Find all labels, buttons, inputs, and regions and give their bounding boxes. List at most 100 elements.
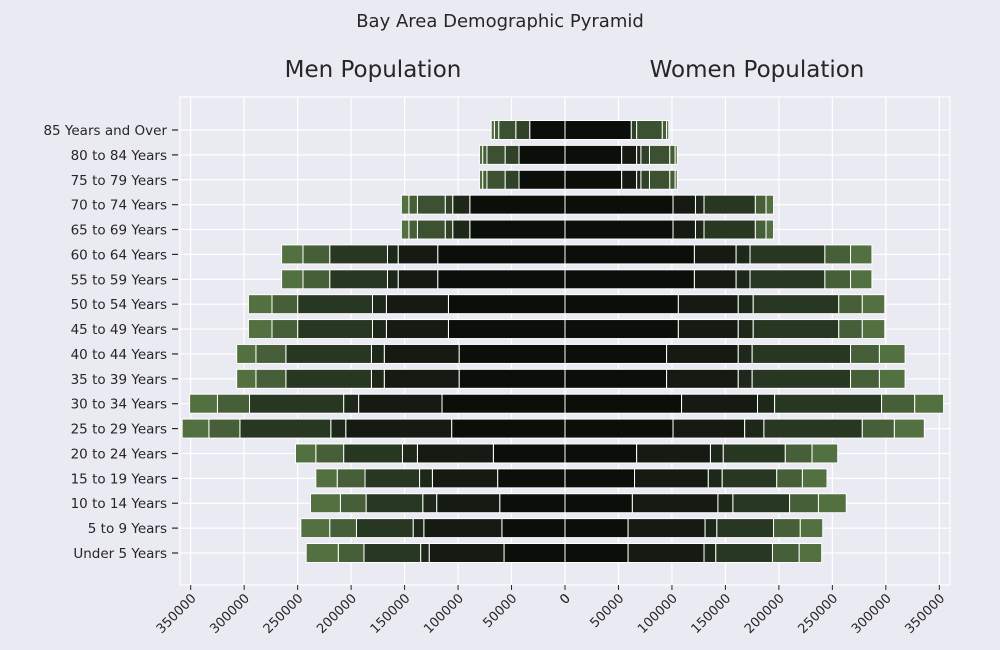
women-bar-segment — [838, 319, 863, 340]
men-bar-segment — [482, 144, 488, 165]
women-population-label: Women Population — [650, 57, 865, 83]
men-bar-segment — [355, 518, 414, 539]
men-bar-segment — [297, 294, 373, 315]
men-bar-segment — [255, 368, 287, 389]
y-tick-label: 75 to 79 Years — [71, 173, 167, 189]
women-bar-segment — [634, 468, 709, 489]
men-bar-segment — [416, 443, 494, 464]
women-bar-segment — [564, 343, 668, 364]
men-bar-segment — [330, 418, 347, 439]
men-bar-segment — [486, 144, 506, 165]
men-bar-segment — [420, 543, 430, 563]
men-bar-segment — [451, 418, 566, 439]
men-bar-segment — [397, 244, 439, 265]
x-tick-label: 200000 — [742, 591, 788, 637]
women-bar-segment — [564, 144, 623, 165]
y-tick-label: 55 to 59 Years — [71, 272, 167, 288]
men-bar-segment — [309, 493, 341, 514]
women-bar-segment — [749, 269, 826, 290]
women-bar-segment — [878, 368, 906, 389]
women-bar-segment — [631, 493, 719, 514]
women-bar-segment — [648, 144, 671, 165]
women-bar-segment — [564, 518, 629, 539]
men-bar-segment — [478, 169, 484, 190]
women-bar-segment — [754, 219, 767, 240]
y-tick-label: 80 to 84 Years — [71, 148, 167, 164]
women-bar-segment — [754, 194, 767, 215]
men-bar-segment — [408, 219, 418, 240]
women-bar-segment — [838, 294, 863, 315]
women-bar-segment — [640, 144, 650, 165]
women-bar-segment — [861, 418, 895, 439]
x-tick-label: 300000 — [849, 591, 895, 637]
women-bar-segment — [703, 194, 756, 215]
men-bar-segment — [458, 343, 566, 364]
men-bar-segment — [447, 294, 566, 315]
men-bar-segment — [285, 368, 372, 389]
men-bar-segment — [503, 543, 566, 563]
y-tick-label: 85 Years and Over — [43, 123, 167, 139]
women-bar-segment — [765, 219, 775, 240]
women-bar-segment — [752, 319, 840, 340]
women-bar-segment — [703, 219, 756, 240]
y-tick-label: 5 to 9 Years — [88, 521, 167, 537]
men-bar-segment — [482, 169, 488, 190]
men-bar-segment — [518, 144, 566, 165]
bars — [181, 120, 945, 563]
women-bar-segment — [564, 244, 695, 265]
men-bar-segment — [408, 194, 418, 215]
women-bar-segment — [774, 393, 883, 414]
men-bar-segment — [515, 120, 531, 140]
women-bar-segment — [669, 169, 676, 190]
y-tick-label: 35 to 39 Years — [71, 372, 167, 388]
women-bar-segment — [564, 493, 633, 514]
men-bar-segment — [504, 169, 520, 190]
men-bar-segment — [501, 518, 566, 539]
y-axis: Under 5 Years 5 to 9 Years 10 to 14 Years 1… — [43, 123, 178, 562]
women-bar-segment — [881, 393, 916, 414]
men-bar-segment — [239, 418, 332, 439]
x-tick-label: 200000 — [314, 591, 360, 637]
men-bar-segment — [302, 269, 331, 290]
x-tick-label: 250000 — [261, 591, 307, 637]
x-tick-label: 150000 — [368, 591, 414, 637]
women-bar-segment — [773, 518, 801, 539]
women-bar-segment — [648, 169, 671, 190]
men-bar-segment — [401, 443, 418, 464]
women-bar-segment — [627, 543, 705, 563]
men-bar-segment — [400, 219, 410, 240]
women-bar-segment — [850, 368, 880, 389]
men-bar-segment — [529, 120, 566, 140]
men-bar-segment — [436, 493, 501, 514]
women-bar-segment — [735, 269, 751, 290]
y-tick-label: 60 to 64 Years — [71, 247, 167, 263]
men-bar-segment — [444, 194, 454, 215]
x-tick-label: 300000 — [207, 591, 253, 637]
men-bar-segment — [295, 443, 317, 464]
y-tick-label: 65 to 69 Years — [71, 223, 167, 239]
women-bar-segment — [693, 269, 737, 290]
y-tick-label: 10 to 14 Years — [71, 496, 167, 512]
women-bar-segment — [636, 443, 711, 464]
women-bar-segment — [749, 244, 826, 265]
men-bar-segment — [400, 194, 410, 215]
women-bar-segment — [703, 543, 717, 563]
men-bar-segment — [383, 368, 460, 389]
women-bar-segment — [694, 219, 705, 240]
men-bar-segment — [345, 418, 453, 439]
men-bar-segment — [478, 144, 484, 165]
women-bar-segment — [824, 244, 852, 265]
women-bar-segment — [861, 319, 886, 340]
men-bar-segment — [490, 120, 495, 140]
men-bar-segment — [281, 244, 304, 265]
men-bar-segment — [305, 543, 339, 563]
y-tick-label: 70 to 74 Years — [71, 198, 167, 214]
men-bar-segment — [300, 518, 331, 539]
women-bar-segment — [564, 319, 679, 340]
women-bar-segment — [669, 144, 676, 165]
women-bar-segment — [784, 443, 813, 464]
women-bar-segment — [914, 393, 945, 414]
y-tick-label: 50 to 54 Years — [71, 297, 167, 313]
men-bar-segment — [497, 468, 566, 489]
